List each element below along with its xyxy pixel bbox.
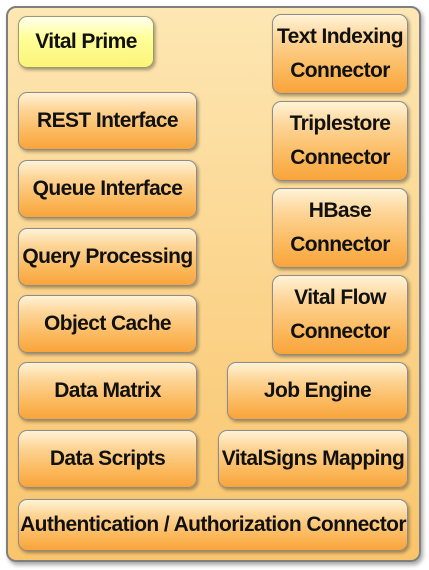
vital-flow-connector-box: Vital Flow Connector xyxy=(272,275,408,355)
hbase-connector-box: HBase Connector xyxy=(272,188,408,268)
data-scripts-box: Data Scripts xyxy=(18,430,197,488)
query-processing-box: Query Processing xyxy=(18,228,197,286)
object-cache-box: Object Cache xyxy=(18,295,197,353)
queue-interface-box: Queue Interface xyxy=(18,160,197,218)
job-engine-box: Job Engine xyxy=(227,362,408,420)
authentication-authorization-connector-box: Authentication / Authorization Connector xyxy=(18,499,408,551)
vital-prime-title-box: Vital Prime xyxy=(18,16,154,68)
triplestore-connector-box: Triplestore Connector xyxy=(272,101,408,181)
data-matrix-box: Data Matrix xyxy=(18,362,197,420)
vitalsigns-mapping-box: VitalSigns Mapping xyxy=(218,430,408,488)
rest-interface-box: REST Interface xyxy=(18,92,197,150)
text-indexing-connector-box: Text Indexing Connector xyxy=(272,14,408,94)
